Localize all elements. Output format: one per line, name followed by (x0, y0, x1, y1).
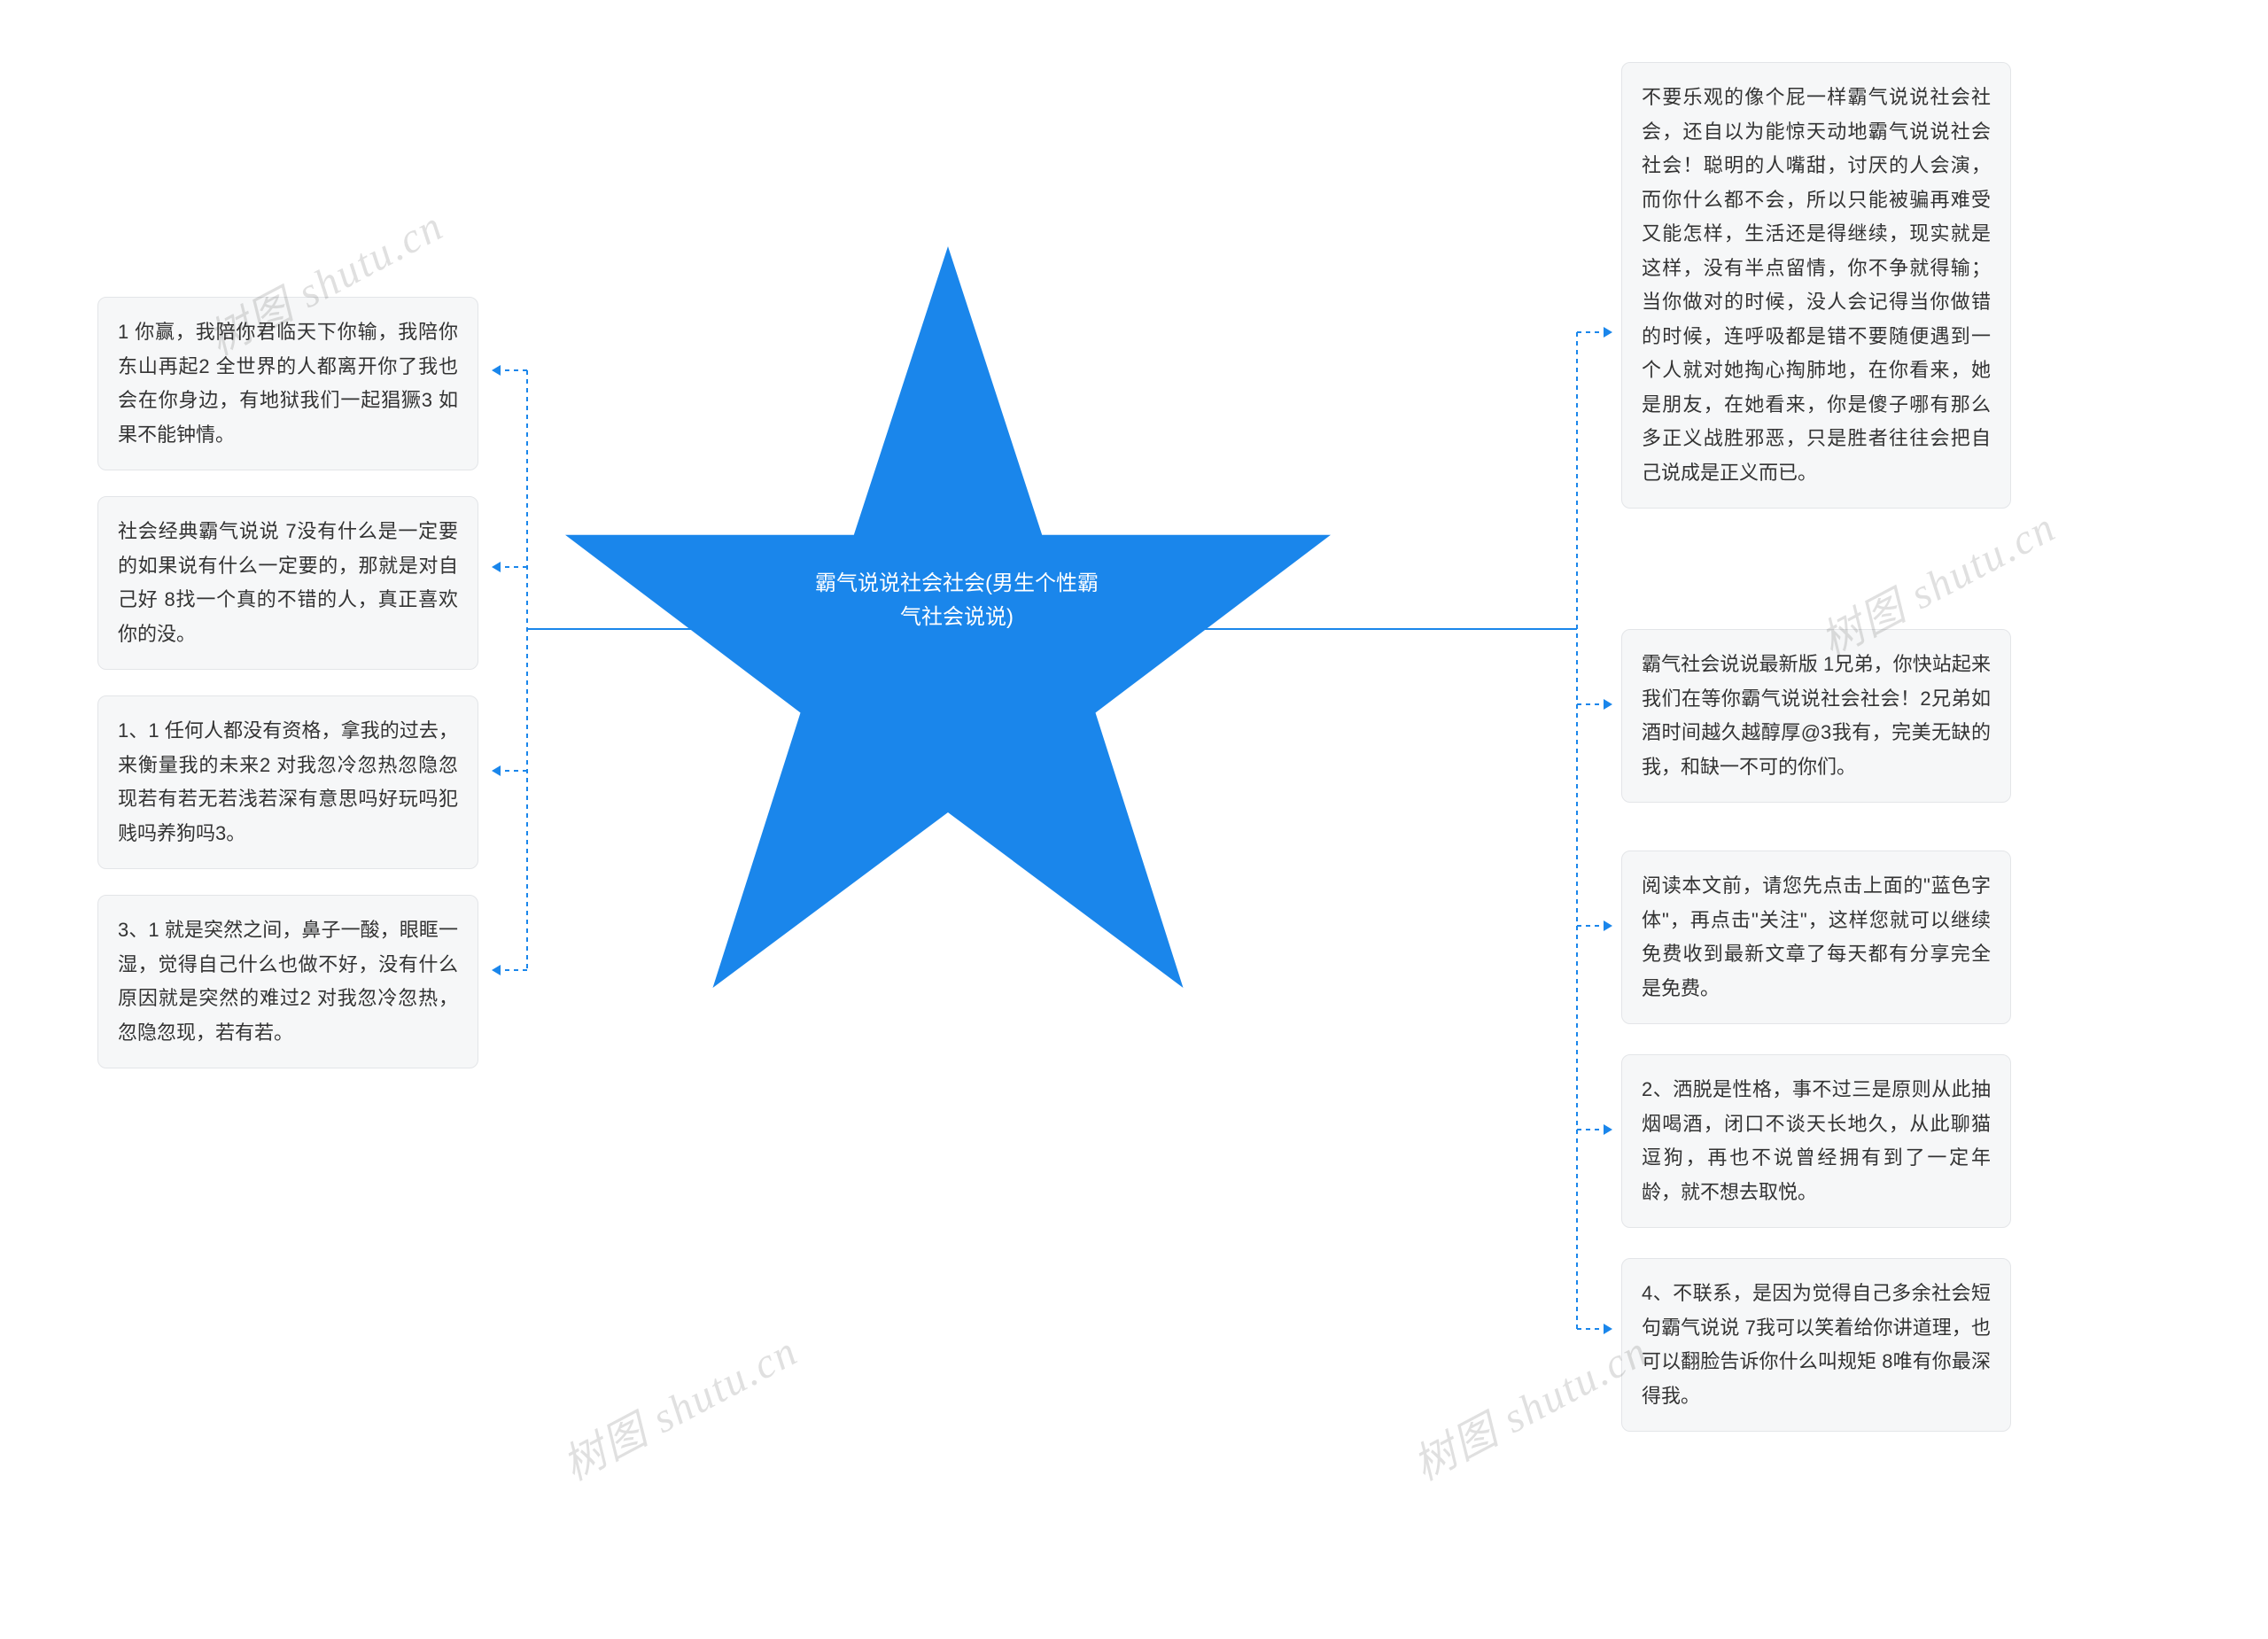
left-node-4: 3、1 就是突然之间，鼻子一酸，眼眶一湿，觉得自己什么也做不好，没有什么原因就是… (97, 895, 478, 1068)
watermark: 树图 shutu.cn (1401, 1317, 1658, 1493)
left-node-2: 社会经典霸气说说 7没有什么是一定要的如果说有什么一定要的，那就是对自己好 8找… (97, 496, 478, 670)
right-node-3: 阅读本文前，请您先点击上面的"蓝色字体"，再点击"关注"，这样您就可以继续免费收… (1621, 851, 2011, 1024)
right-node-4: 2、洒脱是性格，事不过三是原则从此抽烟喝酒，闭口不谈天长地久，从此聊猫逗狗，再也… (1621, 1054, 2011, 1228)
left-node-1: 1 你赢，我陪你君临天下你输，我陪你东山再起2 全世界的人都离开你了我也会在你身… (97, 297, 478, 470)
left-node-3: 1、1 任何人都没有资格，拿我的过去，来衡量我的未来2 对我忽冷忽热忽隐忽现若有… (97, 695, 478, 869)
center-title: 霸气说说社会社会(男生个性霸气社会说说) (815, 567, 1099, 635)
watermark: 树图 shutu.cn (550, 1317, 807, 1493)
right-node-2: 霸气社会说说最新版 1兄弟，你快站起来我们在等你霸气说说社会社会！2兄弟如酒时间… (1621, 629, 2011, 803)
diagram-canvas: 霸气说说社会社会(男生个性霸气社会说说) 1 你赢，我陪你君临天下你输，我陪你东… (0, 0, 2268, 1639)
right-node-5: 4、不联系，是因为觉得自己多余社会短句霸气说说 7我可以笑着给你讲道理，也可以翻… (1621, 1258, 2011, 1432)
right-node-1: 不要乐观的像个屁一样霸气说说社会社会，还自以为能惊天动地霸气说说社会社会！聪明的… (1621, 62, 2011, 509)
